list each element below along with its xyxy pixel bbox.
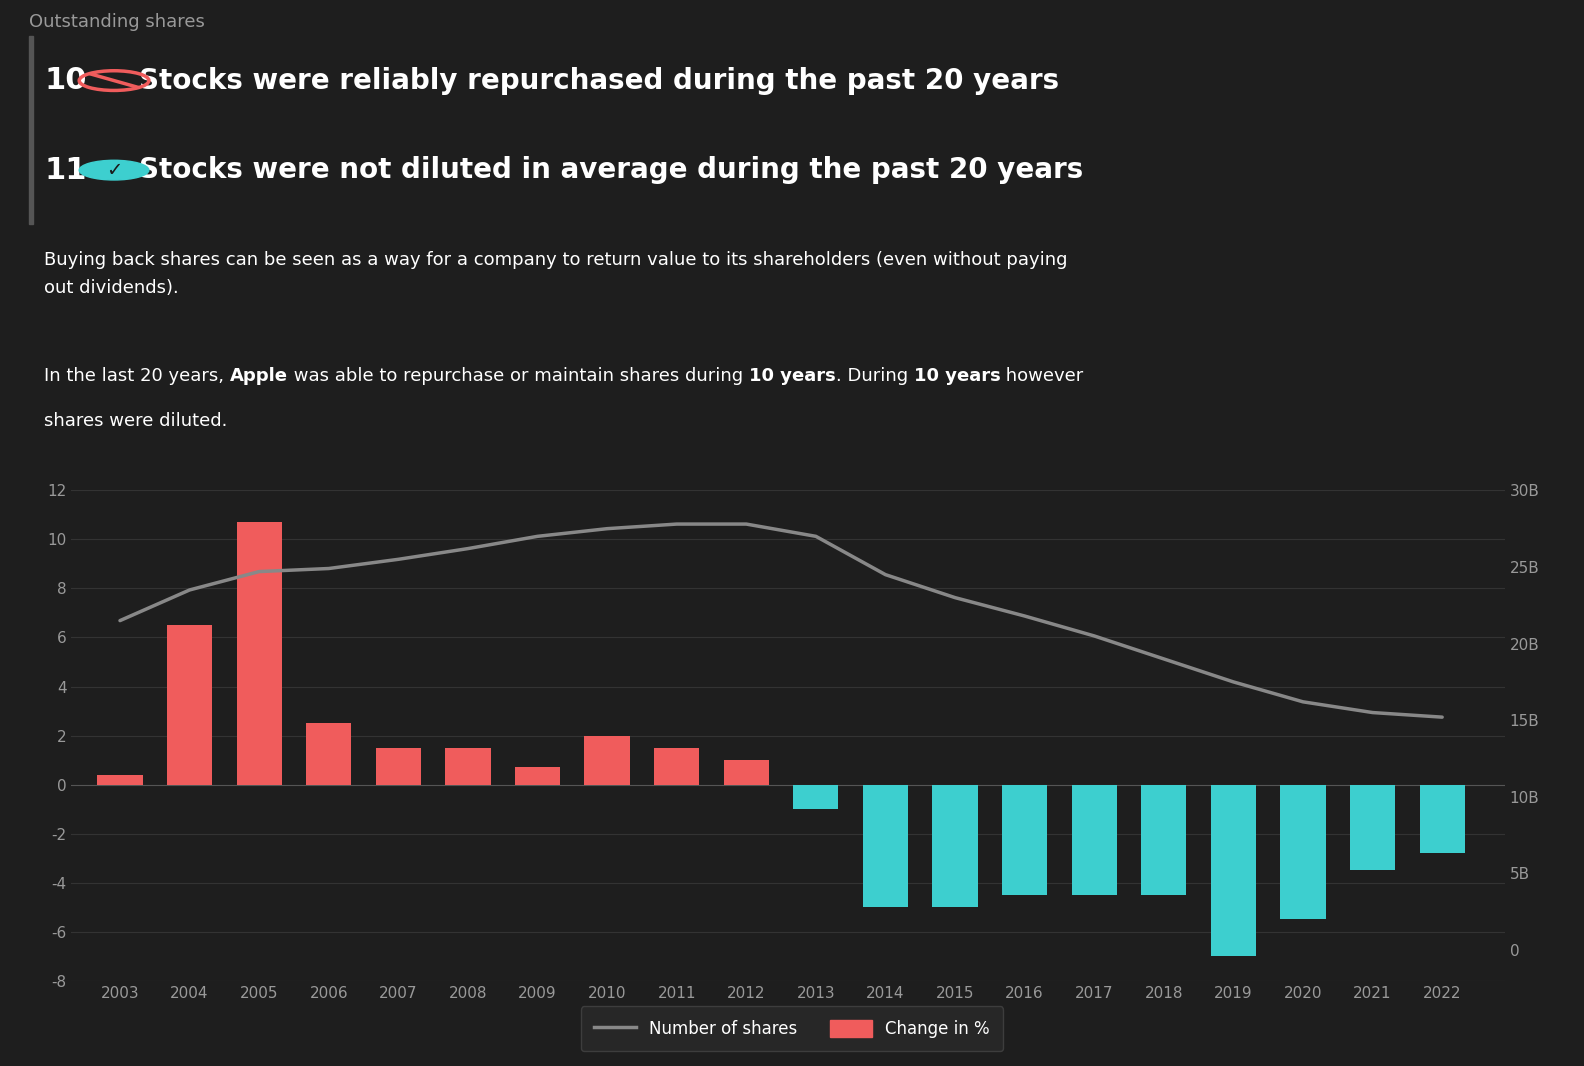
Text: ✓: ✓ xyxy=(106,161,122,180)
Bar xyxy=(654,748,699,785)
Bar xyxy=(794,785,838,809)
Bar xyxy=(29,36,33,224)
Bar xyxy=(584,736,630,785)
Bar xyxy=(863,785,908,907)
Text: Stocks were reliably repurchased during the past 20 years: Stocks were reliably repurchased during … xyxy=(139,66,1060,95)
Bar xyxy=(724,760,768,785)
Legend: Number of shares, Change in %: Number of shares, Change in % xyxy=(581,1006,1003,1051)
Bar xyxy=(1210,785,1256,956)
Text: 10 years: 10 years xyxy=(914,367,1001,385)
Bar xyxy=(97,775,143,785)
Text: shares were diluted.: shares were diluted. xyxy=(44,411,228,430)
Bar xyxy=(933,785,977,907)
Text: Apple: Apple xyxy=(230,367,288,385)
Bar xyxy=(445,748,491,785)
Text: 10 years: 10 years xyxy=(749,367,836,385)
Bar xyxy=(166,625,212,785)
Text: In the last 20 years,: In the last 20 years, xyxy=(44,367,230,385)
Bar xyxy=(1003,785,1047,895)
Text: Outstanding shares: Outstanding shares xyxy=(29,14,204,31)
Text: was able to repurchase or maintain shares during: was able to repurchase or maintain share… xyxy=(288,367,749,385)
Bar xyxy=(515,768,561,785)
Text: 10: 10 xyxy=(44,66,87,95)
Circle shape xyxy=(79,160,149,180)
Bar xyxy=(1419,785,1465,853)
Bar xyxy=(236,522,282,785)
Bar xyxy=(1350,785,1396,870)
Text: Stocks were not diluted in average during the past 20 years: Stocks were not diluted in average durin… xyxy=(139,156,1083,184)
Bar xyxy=(375,748,421,785)
Text: 11: 11 xyxy=(44,156,87,184)
Text: Buying back shares can be seen as a way for a company to return value to its sha: Buying back shares can be seen as a way … xyxy=(44,251,1068,296)
Text: . During: . During xyxy=(836,367,914,385)
Bar xyxy=(306,723,352,785)
Bar xyxy=(1140,785,1186,895)
Text: however: however xyxy=(1001,367,1083,385)
Bar xyxy=(1072,785,1117,895)
Bar xyxy=(1280,785,1326,919)
